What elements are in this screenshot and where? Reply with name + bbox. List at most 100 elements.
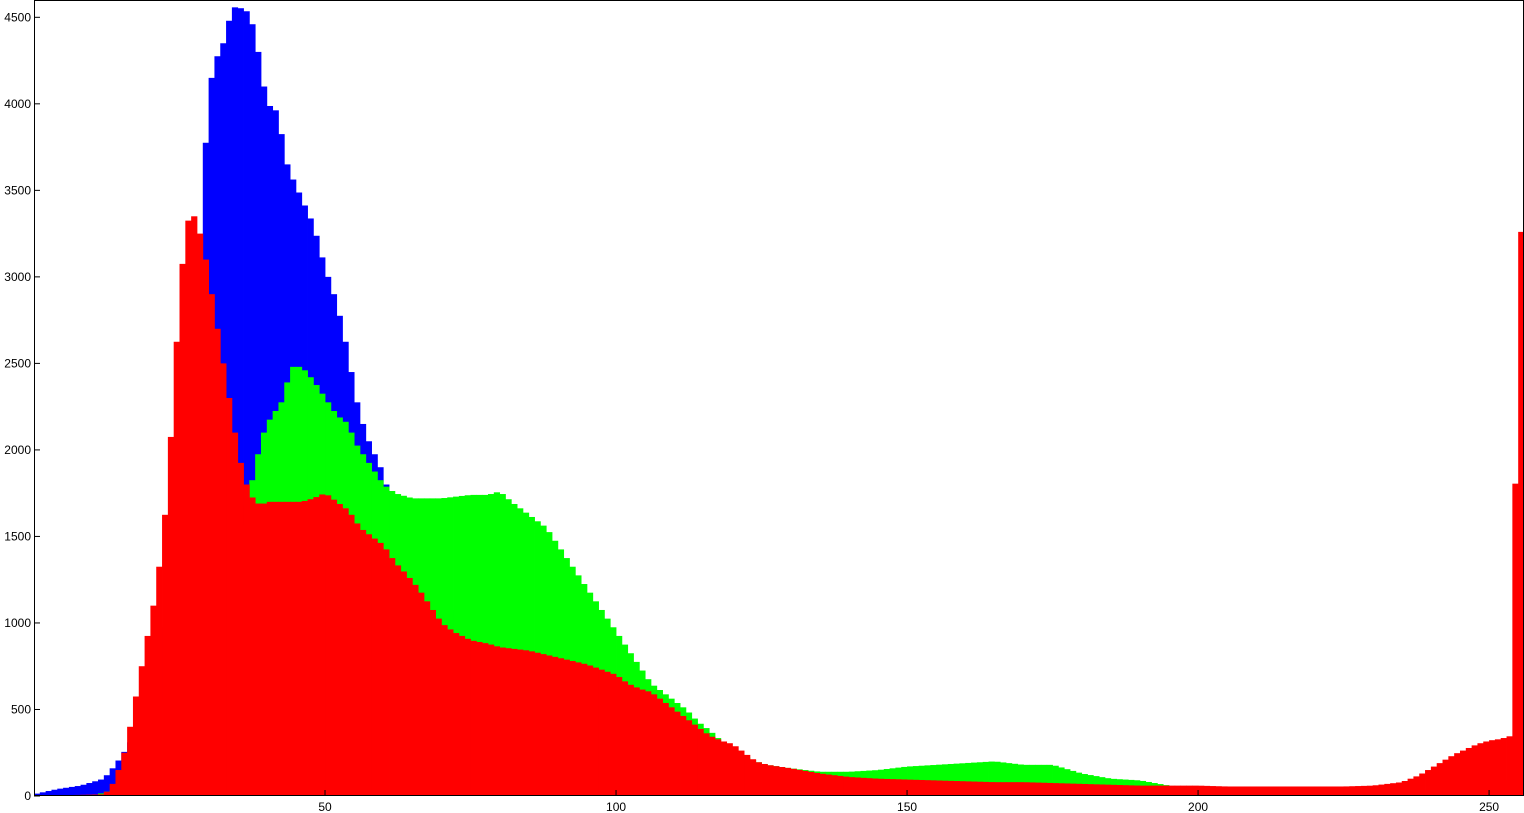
bar-red [528,651,535,796]
bar-red [1145,785,1152,796]
bar-red [1087,784,1094,796]
bar-red [1209,786,1216,796]
bar-red [1017,782,1024,796]
bar-red [482,643,489,796]
bar-blue [74,786,81,796]
bar-red [1000,782,1007,796]
bar-green [1070,770,1077,796]
bar-red [947,780,955,796]
bar-red [336,503,343,796]
bar-red [907,779,914,796]
bar-red [429,609,436,796]
bar-red [837,775,844,796]
bar-red [604,671,611,796]
bar-red [1198,785,1205,796]
bar-red [866,778,873,796]
bar-red [214,328,221,796]
bar-red [930,780,937,796]
bar-red [499,647,506,796]
bar-red [1378,784,1385,796]
bar-red [138,666,145,796]
bar-green [941,764,949,796]
bar-red [505,648,512,796]
bar-green [971,762,978,796]
bar-red [1174,785,1181,796]
bar-red [1139,785,1147,796]
bar-red [208,294,215,796]
bar-red [220,363,227,796]
bar-red [563,659,570,796]
ticks: 50 100 150 200 25005001000150020002500300035… [4,10,1499,813]
bar-red [650,694,658,796]
bar-green [1046,764,1053,796]
x-tick-label: 250 [1479,800,1499,813]
bar-blue [255,51,262,797]
bar-blue [249,24,256,797]
bar-green [1040,764,1048,796]
bar-red [1203,785,1211,796]
bar-red [1163,785,1170,796]
bar-red [447,629,454,796]
bar-red [854,777,861,796]
bar-green [1000,762,1007,796]
bar-red [435,618,442,796]
bar-blue [45,791,52,796]
bar-red [808,771,815,796]
bar-red [726,743,733,796]
bar-red [738,750,745,796]
bar-red [965,781,972,796]
bar-red [1326,786,1333,796]
bar-red [697,728,704,796]
bar-red [1011,782,1019,796]
bar-red [749,759,757,796]
bar-red [1500,738,1507,796]
bar-red [592,667,599,796]
bar-red [552,656,559,796]
bar-green [1052,765,1059,796]
bar-red [377,542,384,796]
bar-red [674,711,681,796]
bar-red [470,640,477,796]
bar-red [790,768,797,796]
bar-green [505,499,512,796]
bar-red [389,558,396,796]
bar-red [394,565,402,796]
bar-red [185,220,192,796]
bar-red [831,775,838,796]
bar-red [813,772,821,796]
bar-red [1489,740,1496,796]
bar-red [610,673,617,796]
bar-red [412,584,419,796]
bar-red [1232,786,1240,796]
bar-red [458,635,466,796]
bar-green [1005,763,1013,796]
bar-green [493,492,501,796]
bar-red [1221,786,1228,796]
bar-red [255,503,262,796]
bar-green [1058,767,1065,796]
bars-layer [34,7,1524,797]
bar-red [132,696,140,796]
bar-red [348,514,355,796]
bar-red [685,720,693,796]
bar-blue [92,781,99,796]
bar-blue [109,768,116,796]
bar-red [1064,783,1071,796]
bar-red [936,780,943,796]
bar-red [1308,786,1315,796]
bar-red [1104,784,1112,796]
bar-red [1297,786,1304,796]
bar-red [1215,786,1222,796]
bar-blue [63,787,70,796]
bar-red [1337,786,1344,796]
bar-red [231,432,239,796]
bar-red [1285,786,1292,796]
bar-red [487,644,495,796]
bar-red [1180,785,1187,796]
bar-red [313,497,320,796]
bar-red [971,781,978,796]
bar-green [1017,764,1024,796]
bar-red [260,503,268,796]
bar-red [1151,785,1158,796]
